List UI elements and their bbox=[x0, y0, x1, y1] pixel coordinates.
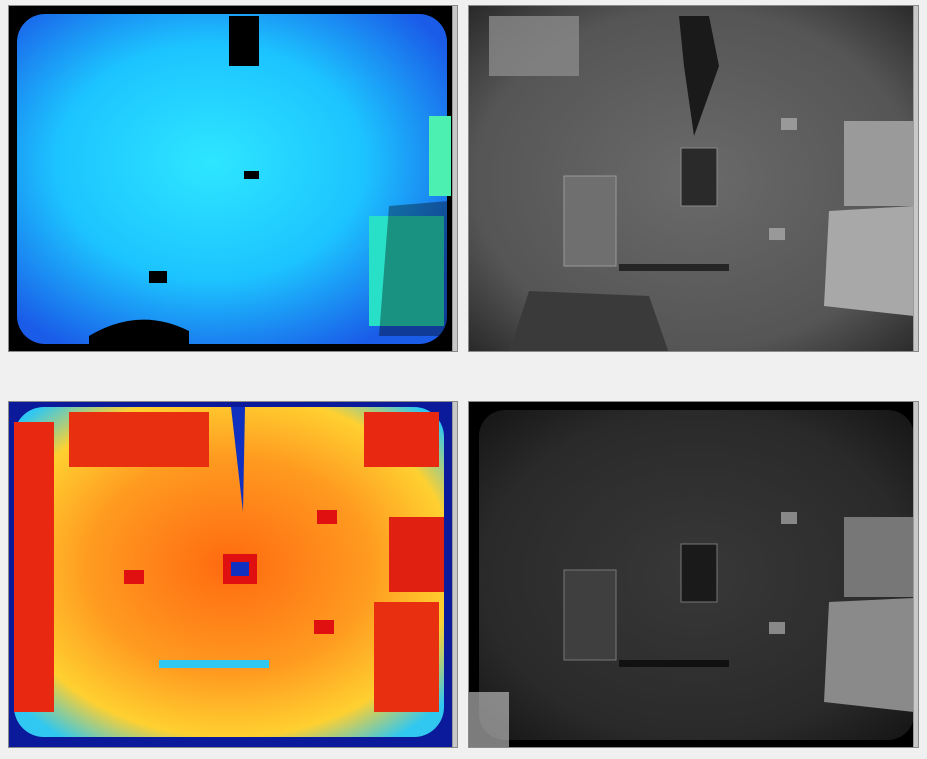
scrollbar[interactable] bbox=[452, 402, 457, 747]
scrollbar[interactable] bbox=[452, 6, 457, 351]
ir-view[interactable] bbox=[468, 5, 919, 352]
amplitude-view[interactable] bbox=[8, 401, 458, 748]
scrollbar[interactable] bbox=[913, 6, 918, 351]
gray-view[interactable] bbox=[468, 401, 919, 748]
ir-image bbox=[469, 6, 918, 351]
depth-image bbox=[9, 6, 457, 351]
scrollbar[interactable] bbox=[913, 402, 918, 747]
amplitude-image bbox=[9, 402, 457, 747]
depth-view[interactable] bbox=[8, 5, 458, 352]
gray-image bbox=[469, 402, 918, 747]
